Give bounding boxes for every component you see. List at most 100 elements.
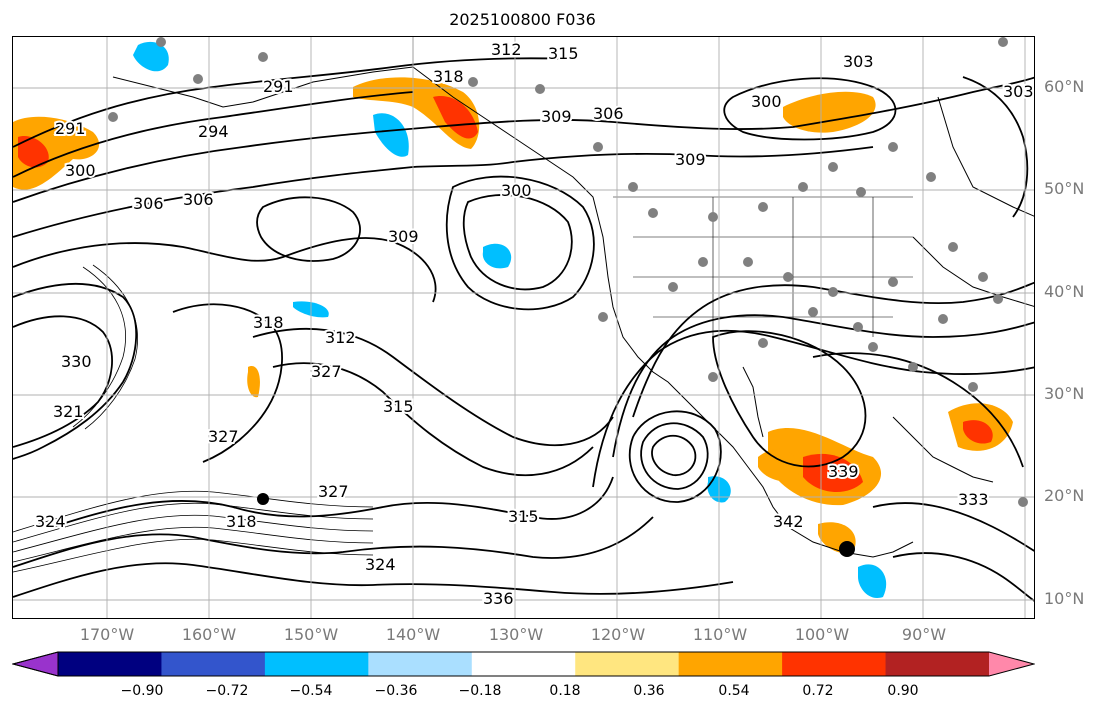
contour-line — [13, 538, 374, 573]
colorbar-segment — [989, 652, 1034, 676]
lat-label: 20°N — [1044, 486, 1085, 505]
colorbar-segment — [575, 652, 680, 676]
state-border — [613, 196, 913, 337]
contour-line — [13, 502, 374, 543]
contour-line — [13, 562, 734, 598]
coastline — [112, 66, 414, 108]
lon-label: 150°W — [283, 625, 339, 644]
contour-label: 306 — [183, 190, 214, 209]
station-dot — [593, 142, 603, 152]
contour-line — [445, 175, 595, 311]
contour-line — [712, 330, 867, 468]
contour-label: 291 — [263, 77, 294, 96]
contour-line — [13, 514, 374, 553]
shaded-area-orange — [783, 91, 876, 133]
shaded-area-blue — [482, 243, 512, 269]
storm-center — [839, 541, 855, 557]
contour-label: 339 — [828, 462, 859, 481]
station-dot — [808, 307, 818, 317]
contour-label: 333 — [958, 490, 989, 509]
station-dot — [868, 342, 878, 352]
contour-line — [723, 77, 897, 141]
shaded-area-orange — [13, 116, 100, 190]
contour-line — [72, 266, 126, 428]
storm-markers — [257, 493, 855, 557]
contour-line — [592, 329, 1034, 488]
contour-line — [13, 76, 1034, 203]
station-dot — [938, 314, 948, 324]
station-markers — [108, 37, 1028, 507]
station-dot — [598, 312, 608, 322]
colorbar-segment — [678, 652, 783, 676]
contour-line — [13, 237, 437, 303]
contour-line — [13, 91, 414, 178]
coastlines — [112, 37, 1034, 558]
station-dot — [648, 208, 658, 218]
lat-label: 10°N — [1044, 589, 1085, 608]
colorbar-tick: −0.90 — [120, 683, 164, 699]
contour-line — [640, 422, 709, 490]
contour-label: 303 — [843, 52, 874, 71]
contour-line — [628, 410, 722, 503]
contour-line — [13, 57, 574, 148]
colorbar-tick: 0.36 — [633, 683, 665, 699]
shaded-area-blue — [373, 113, 409, 157]
contour-line — [13, 526, 374, 563]
station-dot — [1018, 497, 1028, 507]
contour-label: 336 — [483, 589, 514, 608]
thin-contours — [13, 264, 374, 573]
colorbar-tick: −0.36 — [374, 683, 418, 699]
contour-line — [13, 516, 654, 568]
contour-label: 300 — [65, 161, 96, 180]
contour-label: 315 — [383, 397, 414, 416]
contour-line — [462, 194, 573, 291]
station-dot — [468, 77, 478, 87]
lat-lon-grid — [13, 37, 1034, 618]
shaded-fields — [13, 41, 1013, 598]
station-dot — [258, 52, 268, 62]
station-dot — [108, 112, 118, 122]
map-panel: 291 300 306 309 303 300 306 312 315 318 … — [12, 36, 1035, 619]
colorbar-segment — [264, 652, 369, 676]
contour-line — [52, 476, 614, 528]
contour-line — [256, 196, 361, 262]
contour-label: 291 — [55, 119, 86, 138]
station-dot — [888, 277, 898, 287]
station-dot — [156, 37, 166, 47]
station-dot — [783, 272, 793, 282]
lon-label: 100°W — [794, 625, 850, 644]
contour-label: 306 — [133, 194, 164, 213]
colorbar-segment — [782, 652, 887, 676]
contour-label: 300 — [751, 92, 782, 111]
colorbar-tick: 0.54 — [718, 683, 750, 699]
station-dot — [856, 187, 866, 197]
colorbar-tick: −0.18 — [458, 683, 502, 699]
coastline — [742, 366, 764, 438]
shaded-area-red — [803, 453, 863, 493]
shaded-area-blue — [858, 564, 887, 598]
contour-label: 321 — [53, 402, 84, 421]
station-dot — [978, 272, 988, 282]
station-dot — [758, 202, 768, 212]
lon-label: 130°W — [488, 625, 544, 644]
contour-label: 315 — [548, 44, 579, 63]
contour-label: 309 — [541, 107, 572, 126]
colorbar-tick: −0.54 — [289, 683, 333, 699]
station-dot — [888, 142, 898, 152]
shaded-area-orange — [758, 448, 799, 482]
contour-label: 318 — [226, 512, 257, 531]
station-dot — [968, 382, 978, 392]
station-dot — [993, 294, 1003, 304]
lon-label: 120°W — [590, 625, 646, 644]
contour-line — [962, 76, 1029, 218]
contour-label: 327 — [208, 427, 239, 446]
colorbar-segment — [368, 652, 473, 676]
weather-map: 291 300 306 309 303 300 306 312 315 318 … — [13, 37, 1034, 618]
contour-label: 318 — [433, 67, 464, 86]
contour-line — [872, 502, 1034, 552]
contour-label: 294 — [198, 122, 229, 141]
contour-line — [172, 303, 283, 463]
lat-label: 50°N — [1044, 179, 1085, 198]
coastline — [937, 96, 1034, 217]
contour-label: 318 — [253, 313, 284, 332]
